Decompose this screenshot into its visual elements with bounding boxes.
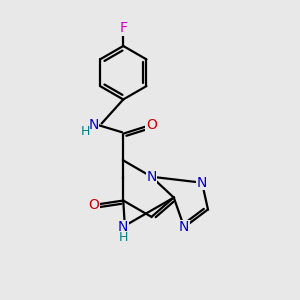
- Text: H: H: [80, 125, 90, 138]
- Text: O: O: [88, 198, 99, 212]
- Text: H: H: [118, 231, 128, 244]
- Text: N: N: [197, 176, 207, 190]
- Text: O: O: [146, 118, 157, 132]
- Text: N: N: [146, 170, 157, 184]
- Text: N: N: [179, 220, 189, 234]
- Text: N: N: [118, 220, 128, 234]
- Text: N: N: [88, 118, 99, 132]
- Text: F: F: [119, 21, 127, 35]
